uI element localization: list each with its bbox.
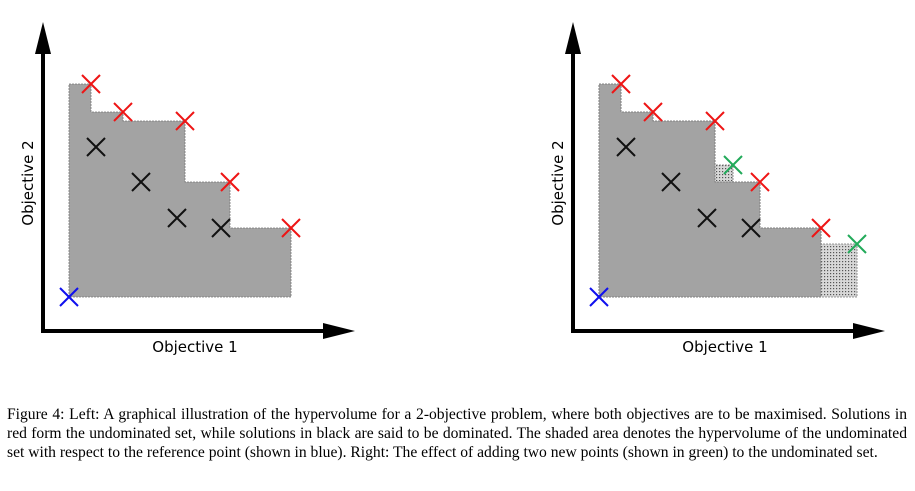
left-reference-point	[59, 287, 79, 307]
right-new-point-1-stroke-b	[723, 155, 743, 175]
right-new-point-2	[847, 234, 867, 254]
right-dominated-point-1-stroke-b	[616, 137, 636, 157]
left-undominated-point-1-stroke-b	[81, 74, 101, 94]
figure-caption: Figure 4: Left: A graphical illustration…	[7, 406, 907, 461]
right-panel: Objective 1 Objective 2	[530, 0, 910, 370]
right-dominated-point-3-stroke-b	[697, 208, 717, 228]
left-dominated-point-3	[167, 208, 187, 228]
right-undominated-point-4	[750, 172, 770, 192]
left-undominated-point-5-stroke-b	[281, 218, 301, 238]
left-undominated-point-4	[220, 172, 240, 192]
right-undominated-point-2-stroke-b	[643, 102, 663, 122]
left-reference-point-stroke-b	[59, 287, 79, 307]
right-dominated-point-2	[661, 172, 681, 192]
left-undominated-point-2-stroke-b	[113, 102, 133, 122]
left-undominated-point-5	[281, 218, 301, 238]
right-reference-point-stroke-b	[589, 287, 609, 307]
left-y-axis-label: Objective 2	[19, 140, 37, 225]
left-x-axis-label: Objective 1	[152, 338, 237, 356]
right-new-point-2-stroke-b	[847, 234, 867, 254]
right-undominated-point-1	[611, 74, 631, 94]
right-dominated-point-2-stroke-b	[661, 172, 681, 192]
right-x-axis-arrowhead	[853, 323, 885, 339]
right-dominated-point-4-stroke-b	[741, 218, 761, 238]
left-undominated-point-3-stroke-b	[175, 111, 195, 131]
left-undominated-point-1	[81, 74, 101, 94]
right-undominated-point-1-stroke-b	[611, 74, 631, 94]
right-undominated-point-4-stroke-b	[750, 172, 770, 192]
right-hypervolume-diagram: Objective 1 Objective 2	[549, 22, 885, 356]
right-x-axis-label: Objective 1	[682, 338, 767, 356]
left-dominated-point-3-stroke-b	[167, 208, 187, 228]
left-undominated-point-4-stroke-b	[220, 172, 240, 192]
right-y-axis-arrowhead	[565, 22, 581, 54]
left-undominated-point-2	[113, 102, 133, 122]
right-undominated-point-2	[643, 102, 663, 122]
right-new-point-1	[723, 155, 743, 175]
right-undominated-point-3	[705, 111, 725, 131]
right-dominated-point-4	[741, 218, 761, 238]
left-dominated-point-2	[131, 172, 151, 192]
left-y-axis-arrowhead	[35, 22, 51, 54]
left-dominated-point-1	[86, 137, 106, 157]
left-dominated-point-4	[211, 218, 231, 238]
left-dominated-point-4-stroke-b	[211, 218, 231, 238]
right-undominated-point-5	[811, 218, 831, 238]
right-undominated-point-3-stroke-b	[705, 111, 725, 131]
left-panel: Objective 1 Objective 2	[0, 0, 380, 370]
right-reference-point	[589, 287, 609, 307]
right-undominated-point-5-stroke-b	[811, 218, 831, 238]
right-dominated-point-3	[697, 208, 717, 228]
right-y-axis-label: Objective 2	[549, 140, 567, 225]
left-x-axis-arrowhead	[323, 323, 355, 339]
right-dominated-point-1	[616, 137, 636, 157]
left-dominated-point-1-stroke-b	[86, 137, 106, 157]
left-hypervolume-diagram: Objective 1 Objective 2	[19, 22, 355, 356]
left-undominated-point-3	[175, 111, 195, 131]
left-dominated-point-2-stroke-b	[131, 172, 151, 192]
